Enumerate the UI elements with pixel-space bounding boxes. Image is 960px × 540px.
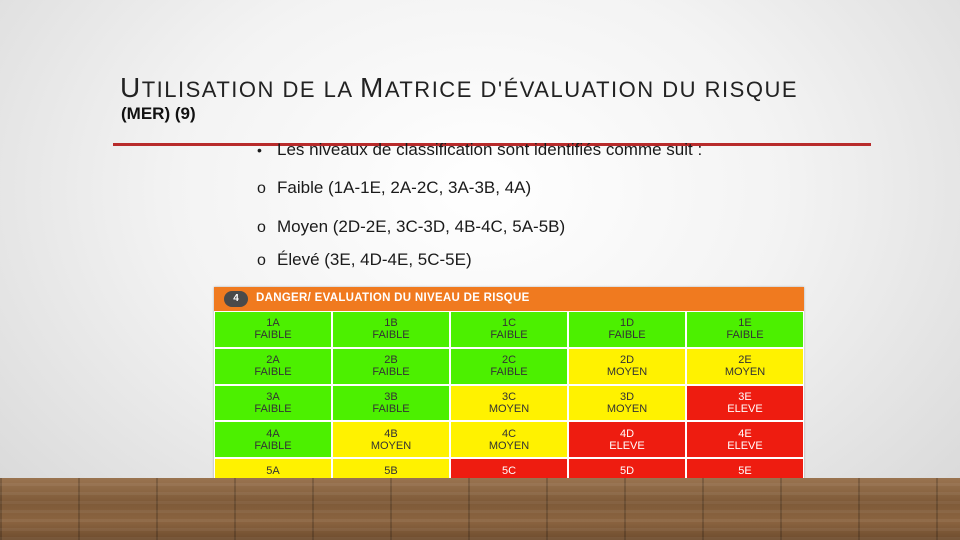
- matrix-cell-level: FAIBLE: [254, 439, 292, 452]
- matrix-cell-code: 4E: [738, 427, 752, 440]
- matrix-cell-level: MOYEN: [370, 439, 412, 452]
- matrix-cell-level: MOYEN: [724, 366, 766, 379]
- matrix-cell-2c: 2C FAIBLE: [451, 348, 567, 384]
- matrix-cell-code: 4A: [266, 427, 280, 440]
- title-initial-m: M: [360, 72, 385, 103]
- matrix-cell-code: 3B: [384, 390, 398, 403]
- matrix-cell-code: 2A: [266, 354, 280, 367]
- matrix-cell-level: FAIBLE: [254, 402, 292, 415]
- matrix-cell-code: 1A: [266, 317, 280, 330]
- matrix-cell-level: FAIBLE: [372, 329, 410, 342]
- wood-floor: [0, 478, 960, 540]
- bullet-sub-faible: o Faible (1A-1E, 2A-2C, 3A-3B, 4A): [257, 178, 531, 198]
- matrix-cell-level: FAIBLE: [372, 402, 410, 415]
- matrix-cell-code: 4C: [501, 427, 517, 440]
- matrix-cell-code: 1B: [384, 317, 398, 330]
- matrix-cell-level: FAIBLE: [254, 366, 292, 379]
- matrix-cell-code: 3E: [738, 390, 752, 403]
- matrix-cell-2d: 2D MOYEN: [569, 348, 685, 384]
- matrix-cell-code: 2C: [501, 354, 517, 367]
- matrix-cell-level: MOYEN: [606, 402, 648, 415]
- matrix-cell-code: 1D: [619, 317, 635, 330]
- matrix-cell-3e: 3E ELEVE: [687, 385, 803, 421]
- title-initial-u: U: [120, 72, 142, 103]
- matrix-cell-code: 2E: [738, 354, 752, 367]
- matrix-cell-3b: 3B FAIBLE: [333, 385, 449, 421]
- bullet-sub-eleve: o Élevé (3E, 4D-4E, 5C-5E): [257, 250, 472, 270]
- matrix-cell-code: 2B: [384, 354, 398, 367]
- matrix-cell-level: ELEVE: [727, 439, 763, 452]
- matrix-cell-3a: 3A FAIBLE: [215, 385, 331, 421]
- matrix-cell-3d: 3D MOYEN: [569, 385, 685, 421]
- matrix-cell-level: MOYEN: [488, 439, 530, 452]
- matrix-cell-level: FAIBLE: [608, 329, 646, 342]
- matrix-header-title: DANGER/ EVALUATION DU NIVEAU DE RISQUE: [256, 292, 530, 304]
- bullet-sub-text: Élevé (3E, 4D-4E, 5C-5E): [277, 250, 472, 269]
- matrix-cell-code: 5D: [619, 464, 635, 477]
- matrix-cell-level: FAIBLE: [726, 329, 764, 342]
- bullet-sub-text: Faible (1A-1E, 2A-2C, 3A-3B, 4A): [277, 178, 532, 197]
- bullet-main: • Les niveaux de classification sont iden…: [257, 140, 702, 160]
- bullet-circle-icon: o: [257, 180, 266, 197]
- matrix-cell-2b: 2B FAIBLE: [333, 348, 449, 384]
- matrix-cell-code: 5B: [384, 464, 398, 477]
- title-divider: [113, 143, 871, 146]
- bullet-circle-icon: o: [257, 252, 266, 269]
- matrix-cell-code: 3D: [619, 390, 635, 403]
- matrix-cell-level: MOYEN: [606, 366, 648, 379]
- bullet-sub-moyen: o Moyen (2D-2E, 3C-3D, 4B-4C, 5A-5B): [257, 217, 565, 237]
- matrix-cell-level: FAIBLE: [490, 329, 528, 342]
- matrix-cell-code: 2D: [619, 354, 635, 367]
- bullet-circle-icon: o: [257, 219, 266, 236]
- matrix-cell-4a: 4A FAIBLE: [215, 422, 331, 458]
- title-text-part2: ATRICE D'ÉVALUATION DU RISQUE: [384, 77, 799, 102]
- matrix-cell-code: 3C: [501, 390, 517, 403]
- matrix-cell-1b: 1B FAIBLE: [333, 312, 449, 347]
- matrix-cell-1a: 1A FAIBLE: [215, 312, 331, 347]
- matrix-cell-code: 4B: [384, 427, 398, 440]
- matrix-cell-1e: 1E FAIBLE: [687, 312, 803, 347]
- matrix-cell-code: 5E: [738, 464, 752, 477]
- bullet-main-text: Les niveaux de classification sont ident…: [277, 140, 703, 159]
- matrix-grid: 1A FAIBLE 1B FAIBLE 1C FAIBLE 1D FAIBLE 1E FAIBLE…: [214, 311, 804, 495]
- matrix-cell-level: ELEVE: [609, 439, 645, 452]
- risk-matrix: 4 DANGER/ EVALUATION DU NIVEAU DE RISQUE…: [214, 287, 804, 495]
- matrix-cell-1c: 1C FAIBLE: [451, 312, 567, 347]
- matrix-cell-2a: 2A FAIBLE: [215, 348, 331, 384]
- matrix-cell-1d: 1D FAIBLE: [569, 312, 685, 347]
- matrix-cell-4c: 4C MOYEN: [451, 422, 567, 458]
- matrix-cell-code: 3A: [266, 390, 280, 403]
- matrix-cell-3c: 3C MOYEN: [451, 385, 567, 421]
- matrix-cell-2e: 2E MOYEN: [687, 348, 803, 384]
- matrix-cell-level: ELEVE: [727, 402, 763, 415]
- matrix-cell-level: FAIBLE: [254, 329, 292, 342]
- matrix-cell-code: 5C: [501, 464, 517, 477]
- matrix-cell-4b: 4B MOYEN: [333, 422, 449, 458]
- matrix-cell-4d: 4D ELEVE: [569, 422, 685, 458]
- bullet-sub-text: Moyen (2D-2E, 3C-3D, 4B-4C, 5A-5B): [277, 217, 566, 236]
- title-text-part1: TILISATION DE LA: [141, 77, 360, 102]
- slide-title: UTILISATION DE LA MATRICE D'ÉVALUATION D…: [120, 72, 880, 104]
- matrix-cell-code: 1E: [738, 317, 752, 330]
- bullet-dot-icon: •: [257, 142, 262, 158]
- matrix-header: 4 DANGER/ EVALUATION DU NIVEAU DE RISQUE: [214, 287, 804, 311]
- matrix-cell-4e: 4E ELEVE: [687, 422, 803, 458]
- matrix-cell-level: MOYEN: [488, 402, 530, 415]
- matrix-number-badge: 4: [224, 291, 248, 307]
- matrix-cell-code: 5A: [266, 464, 280, 477]
- matrix-cell-level: FAIBLE: [490, 366, 528, 379]
- matrix-cell-code: 1C: [501, 317, 517, 330]
- matrix-cell-code: 4D: [619, 427, 635, 440]
- slide-subtitle: (MER) (9): [121, 104, 196, 123]
- matrix-cell-level: FAIBLE: [372, 366, 410, 379]
